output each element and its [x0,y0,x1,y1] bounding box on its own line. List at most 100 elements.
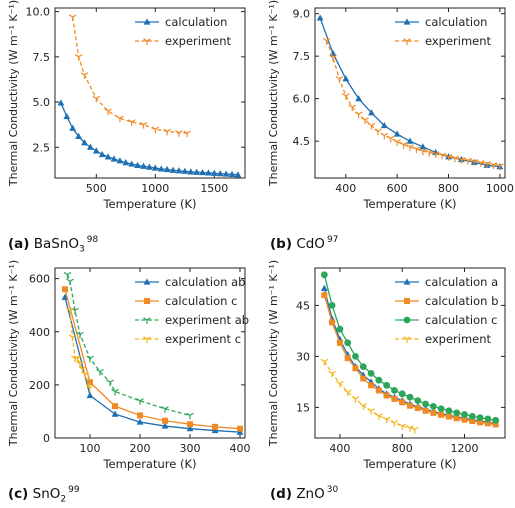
data-point [329,54,337,62]
data-point [187,168,195,175]
series-experiment-c [66,307,94,392]
data-point [445,407,453,415]
data-point [329,49,337,56]
data-point [186,412,194,420]
data-point [63,271,72,279]
series-line [64,289,241,430]
data-point [66,307,74,315]
data-point [140,162,147,169]
legend-marker [143,317,151,324]
data-point [62,286,68,293]
data-point [412,146,421,154]
data-point [211,426,219,434]
data-point [68,14,77,22]
data-point [406,144,414,151]
series-experiment [322,37,504,171]
data-point [484,415,492,423]
data-point [63,112,71,120]
data-point [457,156,466,164]
data-point [212,423,218,430]
legend: calculation a calculation b calculation c e… [395,275,498,346]
data-point [96,368,104,376]
data-point [111,388,119,396]
plot-frame [54,7,246,179]
data-point [438,152,446,160]
data-point [425,149,434,157]
data-point [104,153,112,160]
chart-panel-d: 400 800 1200 15 30 45 Temperature (K) Thermal C… [267,260,506,471]
data-point [116,157,124,164]
data-point [489,162,498,169]
y-tick-label: 5.0 [33,96,51,109]
data-point [69,124,77,131]
data-point [453,415,460,422]
caption-letter: (b) [270,236,293,252]
data-point [137,412,143,419]
legend: calculation ab calculation c experiment ab… [135,275,249,346]
y-tick-label: 400 [29,326,50,339]
x-tick-label: 1200 [451,442,479,455]
caption-material: CdO [296,236,325,252]
data-point [328,302,336,309]
data-point [321,292,328,299]
x-tick-label: 800 [392,442,413,455]
caption-material: BaSnO [33,236,80,252]
data-point [419,148,427,156]
data-point [163,128,171,136]
data-point [382,416,391,424]
data-point [183,130,191,138]
legend-label: experiment [425,34,492,48]
legend-label: experiment ab [165,313,249,327]
caption-material: ZnO [296,486,325,502]
data-point [320,271,328,279]
x-tick-label: 1000 [486,182,514,195]
data-point [81,371,89,379]
legend: calculation experiment [395,15,492,48]
data-point [162,417,168,424]
data-point [87,379,93,386]
y-tick-label: 9.0 [293,8,311,21]
chart-panel-c: 100 200 300 400 0 200 400 600 Temperature (K) The… [7,260,251,471]
data-point [492,416,500,424]
legend-marker [404,298,410,304]
data-point [81,139,88,146]
legend-marker [403,336,411,343]
series-experiment [320,358,419,434]
data-point [375,376,383,384]
caption-letter: (a) [8,236,30,252]
legend-label: experiment c [165,332,241,346]
legend-marker [143,336,151,343]
data-point [216,170,224,177]
caption-subscript: 3 [79,244,85,255]
data-point [61,293,69,300]
data-point [368,109,375,116]
x-tick-label: 400 [335,182,356,195]
data-point [476,414,484,421]
data-point [86,384,94,392]
data-point [336,325,344,333]
data-point [367,408,375,415]
data-point [422,407,429,414]
series-line [66,274,191,417]
data-point [380,121,388,129]
data-point [386,135,395,143]
data-point [122,159,130,166]
data-point [391,387,398,394]
data-point [320,284,328,291]
data-point [393,139,401,146]
plot-frame [314,267,506,439]
data-point [399,141,408,149]
x-tick-label: 100 [80,442,101,455]
data-point [407,402,413,409]
data-point [375,387,382,394]
data-point [361,117,369,124]
data-point [429,402,437,410]
data-point [116,115,124,123]
data-point [393,130,401,137]
x-axis-label: Temperature (K) [362,457,456,471]
data-point [360,375,367,382]
data-point [374,128,382,136]
data-point [151,164,159,171]
data-point [367,370,375,377]
caption-reference: 99 [68,485,80,495]
